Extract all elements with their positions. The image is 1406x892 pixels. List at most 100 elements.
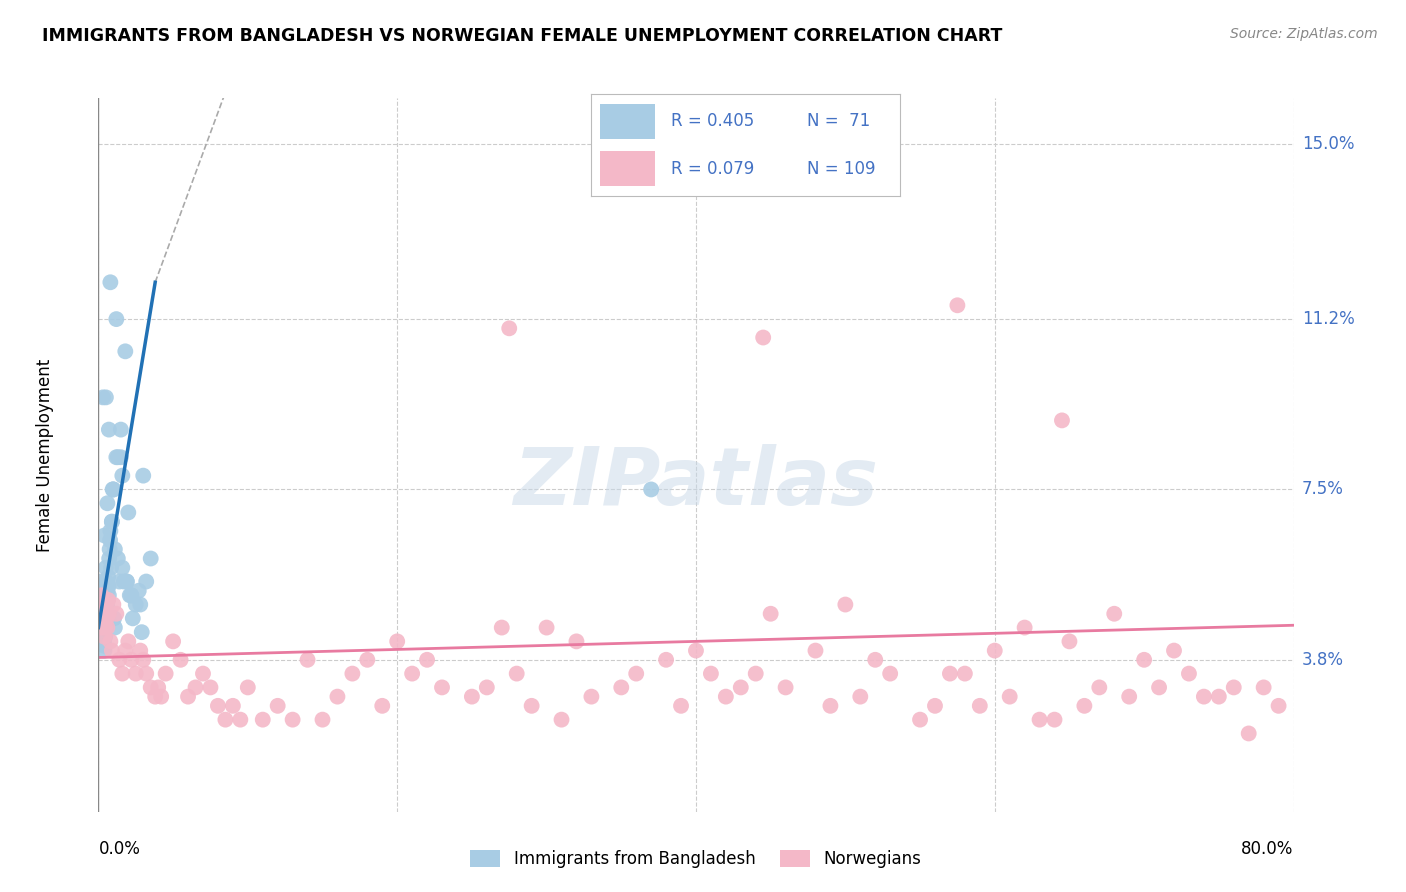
Point: [132, 653, 155, 667]
Point: [104, 621, 127, 635]
Point: [1118, 690, 1140, 704]
Point: [908, 713, 931, 727]
Point: [89, 588, 111, 602]
Point: [114, 344, 136, 359]
Point: [461, 690, 484, 704]
Point: [94, 621, 117, 635]
Point: [107, 551, 129, 566]
Point: [129, 598, 152, 612]
Point: [98, 634, 122, 648]
Point: [143, 690, 166, 704]
Point: [101, 515, 124, 529]
Point: [371, 698, 394, 713]
Point: [114, 643, 136, 657]
Point: [252, 713, 274, 727]
Point: [105, 312, 128, 326]
Point: [1222, 681, 1246, 695]
Text: Source: ZipAtlas.com: Source: ZipAtlas.com: [1230, 27, 1378, 41]
Point: [565, 634, 588, 648]
Point: [129, 643, 152, 657]
Point: [214, 713, 236, 727]
Text: 80.0%: 80.0%: [1241, 840, 1294, 858]
Point: [946, 298, 969, 312]
Point: [91, 390, 114, 404]
Text: 3.8%: 3.8%: [1302, 651, 1344, 669]
Point: [94, 630, 117, 644]
Point: [1073, 698, 1095, 713]
Point: [1102, 607, 1125, 621]
Point: [1237, 726, 1260, 740]
Point: [98, 275, 122, 289]
Point: [111, 468, 134, 483]
Point: [111, 666, 134, 681]
Point: [640, 483, 662, 497]
Point: [117, 634, 139, 648]
Point: [90, 607, 112, 621]
Point: [117, 506, 139, 520]
Point: [97, 588, 120, 602]
Point: [90, 583, 112, 598]
Point: [105, 450, 128, 465]
Point: [93, 643, 115, 657]
Point: [93, 625, 115, 640]
Point: [775, 681, 797, 695]
Point: [969, 698, 991, 713]
Text: 11.2%: 11.2%: [1302, 310, 1354, 328]
Point: [326, 690, 349, 704]
Point: [401, 666, 423, 681]
Point: [752, 330, 775, 344]
Point: [107, 450, 129, 465]
Point: [207, 698, 229, 713]
Point: [820, 698, 842, 713]
Point: [953, 666, 976, 681]
Point: [96, 611, 118, 625]
Point: [1163, 643, 1185, 657]
Point: [131, 625, 153, 640]
Point: [93, 630, 115, 644]
Point: [191, 666, 214, 681]
Bar: [600, 104, 655, 139]
Legend: Immigrants from Bangladesh, Norwegians: Immigrants from Bangladesh, Norwegians: [464, 843, 928, 875]
Point: [112, 574, 135, 589]
Point: [491, 621, 513, 635]
Point: [96, 496, 118, 510]
Point: [98, 524, 122, 538]
Point: [520, 698, 543, 713]
Point: [101, 483, 124, 497]
Point: [200, 681, 222, 695]
Point: [385, 634, 409, 648]
Point: [89, 598, 111, 612]
Point: [115, 574, 138, 589]
Point: [1192, 690, 1215, 704]
Point: [184, 681, 207, 695]
Point: [90, 602, 112, 616]
Point: [91, 630, 114, 644]
Point: [849, 690, 872, 704]
Point: [1014, 621, 1036, 635]
Point: [745, 666, 768, 681]
Text: N =  71: N = 71: [807, 112, 870, 130]
Point: [1208, 690, 1230, 704]
Point: [121, 611, 143, 625]
Point: [229, 713, 252, 727]
Point: [97, 593, 120, 607]
Point: [169, 653, 191, 667]
Point: [1267, 698, 1289, 713]
Point: [669, 698, 692, 713]
Point: [115, 574, 138, 589]
Text: 15.0%: 15.0%: [1302, 136, 1354, 153]
Point: [91, 615, 114, 630]
Point: [1147, 681, 1170, 695]
Bar: [600, 151, 655, 186]
Text: ZIPatlas: ZIPatlas: [513, 444, 879, 523]
Point: [89, 607, 111, 621]
Point: [98, 533, 121, 547]
Point: [96, 574, 118, 589]
Point: [90, 593, 112, 607]
Point: [236, 681, 259, 695]
Point: [110, 423, 132, 437]
Point: [120, 653, 142, 667]
Point: [96, 607, 118, 621]
Point: [93, 634, 115, 648]
Point: [120, 588, 142, 602]
